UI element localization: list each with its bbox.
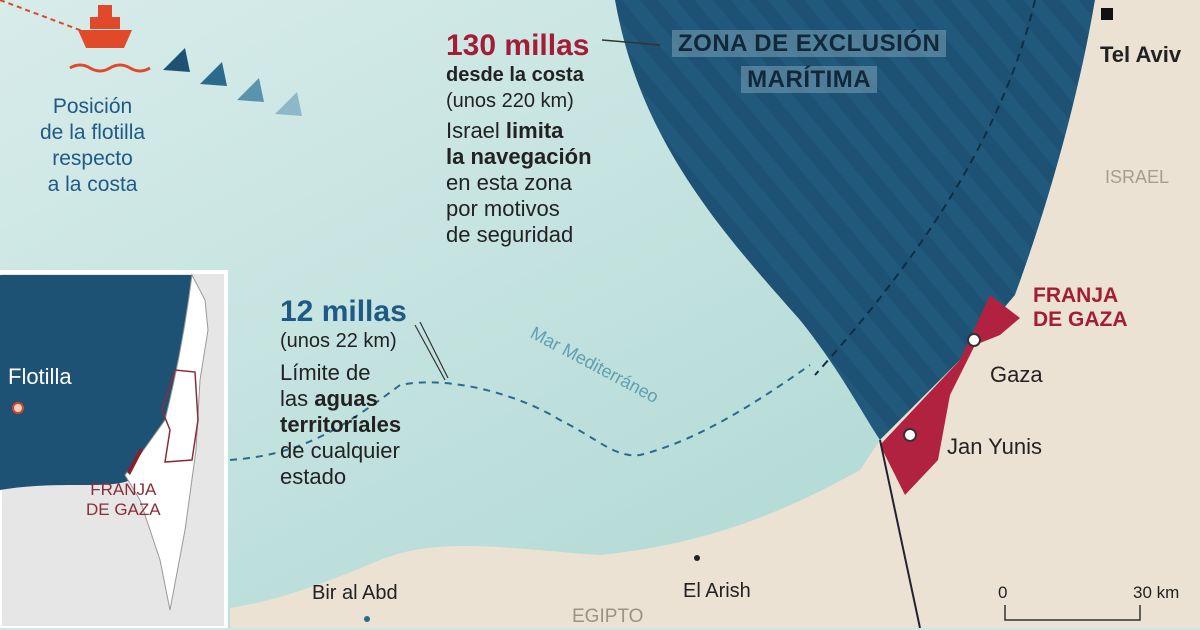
label-el-arish: El Arish <box>683 580 751 602</box>
city-marker-jan-yunis <box>903 428 917 442</box>
land <box>230 0 1200 628</box>
label-egipto: EGIPTO <box>572 606 644 627</box>
territorial-desc-bold: territoriales <box>280 412 402 437</box>
territorial-km: (unos 22 km) <box>280 330 397 352</box>
inset-gaza-label: FRANJA DE GAZA <box>86 480 161 520</box>
exclusion-desc: por motivos <box>446 196 560 221</box>
exclusion-desc: de seguridad <box>446 222 574 247</box>
territorial-desc-bold: aguas <box>314 386 378 411</box>
territorial-leader-line <box>414 321 449 381</box>
zone-label-line: MARÍTIMA <box>741 66 878 93</box>
exclusion-desc-bold: limita <box>505 118 564 143</box>
scale-bar <box>1004 605 1141 621</box>
exclusion-desc-bold: la navegación <box>446 144 592 169</box>
scale-end: 30 km <box>1133 583 1180 602</box>
exclusion-desc: en esta zona <box>446 170 572 195</box>
exclusion-from-coast: desde la costa <box>446 64 584 86</box>
flotilla-note-line: de la flotilla <box>40 121 146 144</box>
territorial-desc: las <box>280 386 315 411</box>
inset-flotilla-label: Flotilla <box>8 364 72 389</box>
label-israel: ISRAEL <box>1105 167 1170 187</box>
territorial-distance: 12 millas <box>280 295 407 328</box>
exclusion-note: 130 millas desde la costa (unos 220 km) … <box>446 30 592 248</box>
label-gaza-strip-line: FRANJA <box>1033 284 1119 307</box>
label-jan-yunis: Jan Yunis <box>947 434 1043 459</box>
label-gaza: Gaza <box>990 362 1043 387</box>
ship-icon <box>69 5 151 73</box>
flotilla-direction-arrows <box>163 48 302 116</box>
exclusion-dashed-line <box>814 0 1036 376</box>
flotilla-route <box>0 0 86 33</box>
territorial-waters-line <box>229 364 811 461</box>
inset-gaza-line: FRANJA <box>90 480 157 499</box>
zone-label: ZONA DE EXCLUSIÓN MARÍTIMA <box>672 28 947 96</box>
capital-marker <box>1101 8 1113 20</box>
scale-start: 0 <box>998 583 1008 602</box>
exclusion-distance: 130 millas <box>446 29 590 62</box>
label-tel-aviv: Tel Aviv <box>1100 42 1182 67</box>
territorial-desc: estado <box>280 464 347 489</box>
city-marker-el-arish <box>694 555 700 561</box>
territorial-desc: Límite de <box>280 360 371 385</box>
zone-label-line: ZONA DE EXCLUSIÓN <box>672 30 947 57</box>
label-gaza-strip: FRANJA DE GAZA <box>1033 284 1128 332</box>
flotilla-note-line: respecto <box>52 147 133 170</box>
flotilla-note-line: a la costa <box>47 173 138 196</box>
territorial-desc: de cualquier <box>280 438 400 463</box>
city-marker-gaza <box>967 333 981 347</box>
exclusion-desc: Israel <box>446 118 506 143</box>
exclusion-km: (unos 220 km) <box>446 90 574 112</box>
border-line <box>879 439 921 628</box>
label-gaza-strip-line: DE GAZA <box>1033 308 1128 331</box>
zone-leader-line <box>601 39 661 46</box>
gaza-strip <box>880 295 1020 495</box>
inset-gaza-line: DE GAZA <box>86 500 161 519</box>
flotilla-note: Posición de la flotilla respecto a la co… <box>40 94 145 198</box>
label-bir-al-abd: Bir al Abd <box>312 582 398 604</box>
territorial-note: 12 millas (unos 22 km) Límite de las agu… <box>280 296 407 490</box>
flotilla-note-line: Posición <box>52 95 133 118</box>
inset-map <box>0 270 228 628</box>
city-marker-bir-al-abd <box>364 616 370 622</box>
